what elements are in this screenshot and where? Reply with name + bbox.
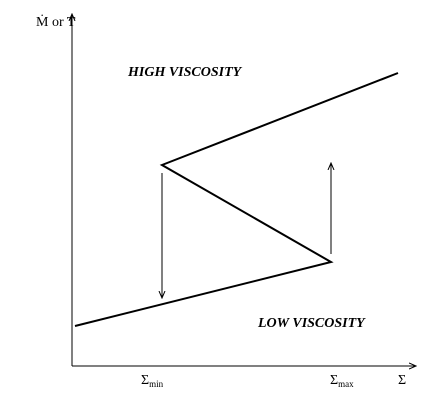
sigma-symbol: Σ — [330, 373, 338, 388]
low-viscosity-label: LOW VISCOSITY — [257, 316, 366, 331]
x-axis-label: Σ — [398, 373, 406, 388]
sigma-min-label: Σmin — [141, 373, 164, 389]
subscript: max — [338, 379, 354, 389]
sigma-max-label: Σmax — [330, 373, 354, 389]
sigma-symbol: Σ — [141, 373, 149, 388]
high-viscosity-label: HIGH VISCOSITY — [127, 65, 243, 80]
subscript: min — [149, 379, 164, 389]
s-curve — [74, 72, 399, 327]
y-axis-label: Ṁ or T — [36, 14, 76, 30]
